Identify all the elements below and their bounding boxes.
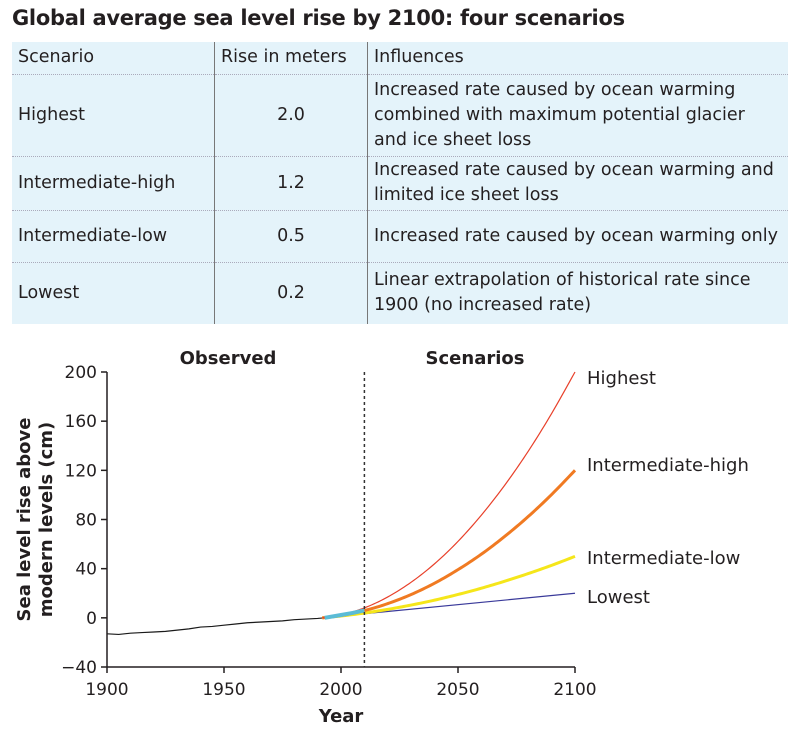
scenario-table: Scenario Rise in meters Influences Highe…	[12, 42, 788, 324]
x-tick-label: 2050	[436, 680, 479, 700]
y-tick-label: 0	[86, 609, 97, 629]
series-line-satellite	[324, 608, 365, 620]
cell-influences: Increased rate caused by ocean warming a…	[374, 160, 774, 205]
cell-rise: 0.5	[214, 210, 368, 262]
table-row: Intermediate-low 0.5 Increased rate caus…	[12, 210, 788, 262]
y-tick-label: 200	[65, 363, 97, 383]
series-label: Lowest	[587, 587, 650, 608]
series-label: Highest	[587, 368, 656, 389]
header-scenario: Scenario	[18, 47, 95, 68]
series-label: Intermediate-high	[587, 455, 749, 476]
series-line-highest	[322, 371, 576, 619]
table-row: Lowest 0.2 Linear extrapolation of histo…	[12, 262, 788, 324]
table-header-row: Scenario Rise in meters Influences	[12, 42, 788, 74]
x-axis-label: Year	[318, 706, 364, 727]
x-tick-label: 2100	[553, 680, 596, 700]
cell-scenario: Intermediate-high	[18, 172, 176, 193]
cell-rise: 0.2	[214, 262, 368, 324]
region-label-observed: Observed	[180, 348, 277, 369]
cell-influences: Increased rate caused by ocean warming c…	[374, 79, 745, 150]
cell-influences: Linear extrapolation of historical rate …	[374, 270, 751, 316]
header-influences: Influences	[374, 47, 464, 68]
series-line-observed	[106, 617, 325, 636]
cell-scenario: Lowest	[18, 282, 80, 303]
region-label-scenarios: Scenarios	[426, 348, 525, 369]
cell-scenario: Highest	[18, 104, 85, 125]
x-tick-label: 1900	[85, 680, 128, 700]
cell-rise: 1.2	[214, 156, 368, 210]
y-tick-label: −40	[61, 658, 97, 678]
table-row: Intermediate-high 1.2 Increased rate cau…	[12, 156, 788, 210]
cell-scenario: Intermediate-low	[18, 225, 168, 246]
sea-level-chart: Highest Intermediate-high Intermediate-low…	[14, 348, 749, 727]
y-tick-label: 160	[65, 412, 97, 432]
x-tick-label: 2000	[319, 680, 362, 700]
y-tick-label: 80	[75, 511, 97, 531]
series-line-intermediate-low	[322, 554, 576, 620]
y-tick-label: 40	[75, 560, 97, 580]
x-tick-label: 1950	[202, 680, 245, 700]
y-axis-label: Sea level rise abovemodern levels (cm)	[14, 418, 57, 622]
y-tick-label: 120	[65, 461, 97, 481]
cell-influences: Increased rate caused by ocean warming o…	[374, 225, 778, 246]
cell-rise: 2.0	[214, 74, 368, 156]
table-row: Highest 2.0 Increased rate caused by oce…	[12, 74, 788, 156]
chart-title: Global average sea level rise by 2100: f…	[12, 6, 625, 30]
header-rise: Rise in meters	[214, 42, 368, 74]
series-label: Intermediate-low	[587, 548, 740, 569]
